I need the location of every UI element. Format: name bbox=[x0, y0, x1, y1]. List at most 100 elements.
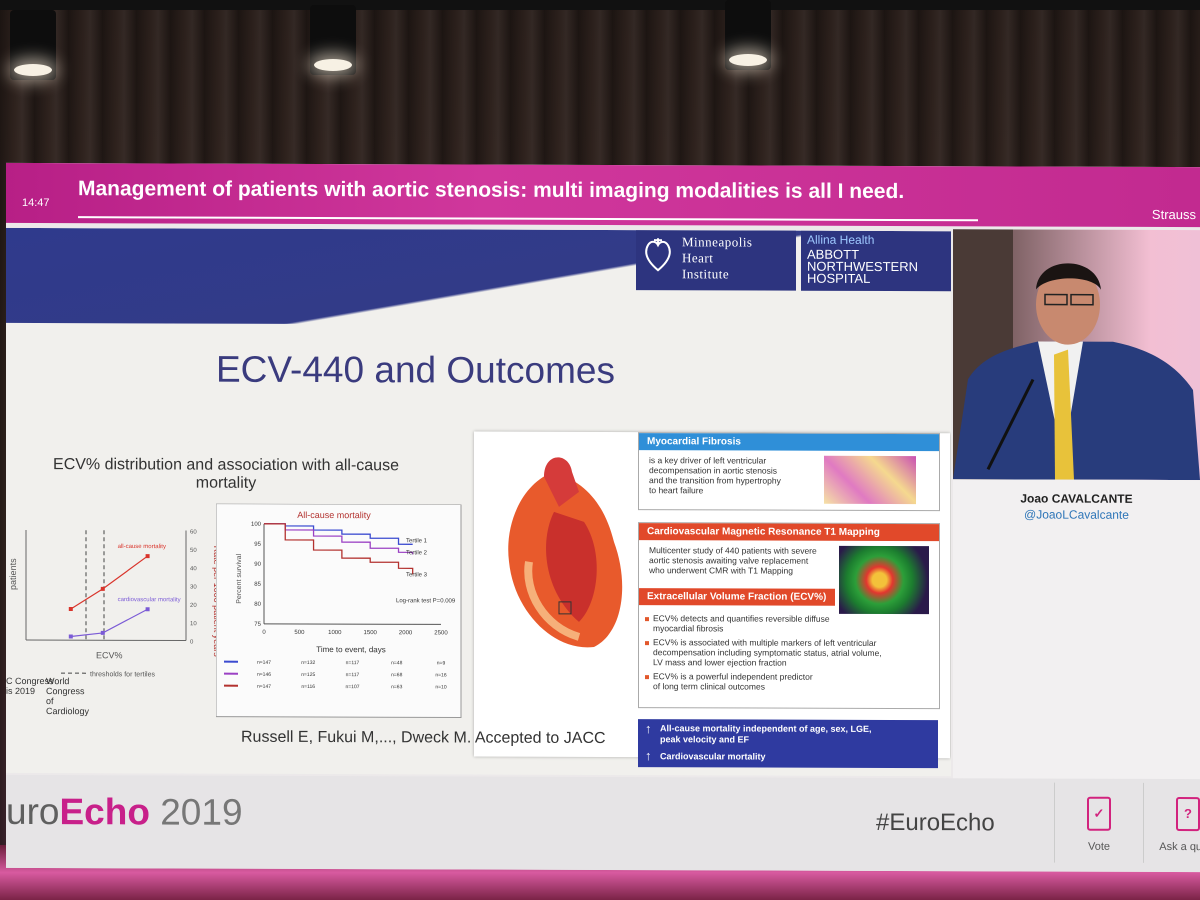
heart-illustration bbox=[508, 457, 623, 648]
tick-layer: 0 500 1000 1500 2000 2500 75 80 85 90 95 100 bbox=[251, 522, 448, 637]
stage-light bbox=[310, 5, 356, 75]
text-line: ECV% detects and quantifies reversible d… bbox=[653, 613, 830, 624]
risk-cell: n=117 bbox=[346, 672, 360, 678]
hashtag: #EuroEcho bbox=[876, 808, 995, 837]
risk-cell: n=147 bbox=[257, 660, 271, 666]
text-line: to heart failure bbox=[649, 485, 704, 496]
risk-cell: n=16 bbox=[435, 672, 446, 678]
x-axis bbox=[26, 639, 186, 642]
text-line: of long term clinical outcomes bbox=[653, 681, 765, 692]
y-tick-label: 90 bbox=[254, 562, 261, 568]
question-phone-icon: ? bbox=[1176, 797, 1200, 832]
brand-prefix: uro bbox=[6, 790, 60, 833]
series-label: Tertile 2 bbox=[406, 550, 428, 556]
data-point bbox=[100, 630, 105, 635]
projection-screen: 14:47 Management of patients with aortic… bbox=[6, 162, 1200, 873]
ask-question-button[interactable]: ? Ask a quest bbox=[1143, 782, 1200, 864]
risk-table: n=147 n=132 n=117 n=48 n=9 n=146 n=125 n=117 n=6… bbox=[224, 660, 447, 690]
abbott-text: ABBOTT NORTHWESTERN HOSPITAL bbox=[807, 247, 918, 286]
speaker-name: Joao CAVALCANTE bbox=[1020, 491, 1133, 506]
t1-map-image bbox=[839, 545, 929, 615]
text-line: Multicenter study of 440 patients with s… bbox=[649, 545, 817, 556]
speaker-figure bbox=[953, 229, 1200, 481]
risk-cell: n=10 bbox=[435, 684, 446, 690]
series-label: Tertile 1 bbox=[406, 538, 428, 544]
y-tick-label: 80 bbox=[254, 602, 261, 608]
x-tick-label: 1000 bbox=[328, 630, 342, 636]
outcome-line: peak velocity and EF bbox=[660, 734, 750, 745]
session-clock: 14:47 bbox=[22, 196, 50, 210]
caption-line: mortality bbox=[195, 474, 257, 492]
data-point bbox=[68, 634, 73, 639]
x-axis-label: ECV% bbox=[96, 650, 123, 660]
bullet-icon bbox=[645, 675, 649, 680]
tick-label: 40 bbox=[190, 566, 197, 572]
survival-curve bbox=[264, 523, 414, 575]
speaker-handle: @JoaoLCavalcante bbox=[1024, 507, 1129, 522]
allina-text: Allina Health bbox=[807, 232, 875, 247]
data-point bbox=[145, 607, 150, 612]
ecv-bullet: ECV% detects and quantifies reversible d… bbox=[653, 613, 830, 634]
mhi-line: Minneapolis bbox=[682, 234, 753, 250]
header-underline bbox=[78, 216, 978, 222]
series-label: cardiovascular mortality bbox=[118, 597, 181, 603]
tick-label: 0 bbox=[190, 640, 194, 646]
chart-caption: ECV% distribution and association with a… bbox=[36, 456, 416, 493]
tick-label: 20 bbox=[190, 603, 197, 609]
congress-right-line: of Cardiology bbox=[46, 696, 90, 717]
speaker-video bbox=[953, 229, 1200, 481]
vote-label: Vote bbox=[1087, 840, 1111, 853]
y-tick-label: 95 bbox=[254, 542, 261, 548]
x-tick-label: 2000 bbox=[399, 630, 413, 636]
km-survival-chart: All-cause mortality 0 500 1000 1500 2000 2500… bbox=[216, 503, 462, 719]
next-speaker-text: Strauss bbox=[1151, 206, 1196, 223]
congress-logo: C Congress is 2019 World Congress of Car… bbox=[6, 676, 89, 716]
tick-label: 10 bbox=[190, 621, 197, 627]
series-layer: all-cause mortality cardiovascular mortal… bbox=[68, 544, 181, 639]
text-line: ECV% is a powerful independent predictor bbox=[653, 671, 813, 682]
ecv-bullet: ECV% is associated with multiple markers… bbox=[653, 637, 882, 668]
chart-title: All-cause mortality bbox=[297, 510, 371, 520]
risk-cell: n=116 bbox=[301, 684, 315, 690]
euroecho-brand: uroEcho 2019 bbox=[6, 791, 243, 834]
lighting-truss bbox=[0, 0, 1200, 10]
mhi-line: Institute bbox=[682, 266, 730, 282]
x-tick-label: 1500 bbox=[364, 630, 378, 636]
stage-light bbox=[10, 10, 56, 80]
ecv-heading: Extracellular Volume Fraction (ECV%) bbox=[639, 588, 835, 606]
log-rank-annotation: Log-rank test P=0.009 bbox=[396, 598, 456, 604]
outcome-line: All-cause mortality independent of age, … bbox=[660, 723, 872, 734]
risk-cell: n=147 bbox=[257, 684, 271, 690]
chart-frame bbox=[216, 503, 462, 719]
risk-cell: n=117 bbox=[346, 660, 360, 666]
arrow-up-icon: ↑ bbox=[645, 748, 652, 764]
bullet-icon bbox=[645, 617, 649, 622]
risk-cell: n=107 bbox=[345, 684, 359, 690]
text-line: is a key driver of left ventricular bbox=[649, 455, 767, 466]
risk-cell: n=63 bbox=[391, 684, 402, 690]
infographic-panel: Myocardial Fibrosis is a key driver of l… bbox=[474, 431, 950, 769]
risk-cell: n=146 bbox=[257, 672, 271, 678]
right-tick-labels: 0 10 20 30 40 50 60 bbox=[190, 530, 197, 646]
stage-light bbox=[725, 0, 771, 70]
text-line: LV mass and lower ejection fraction bbox=[653, 657, 787, 668]
bullet-icon bbox=[645, 641, 649, 646]
histology-image bbox=[824, 455, 916, 505]
risk-cell: n=48 bbox=[391, 660, 402, 666]
data-point bbox=[100, 586, 105, 591]
mhi-text: Minneapolis Heart Institute bbox=[682, 234, 753, 282]
mhi-line: Heart bbox=[682, 250, 714, 266]
ask-label: Ask a quest bbox=[1159, 840, 1200, 854]
brand-echo: Echo bbox=[59, 791, 150, 833]
fibrosis-box: Myocardial Fibrosis is a key driver of l… bbox=[638, 432, 940, 512]
series-line bbox=[70, 608, 148, 638]
mhi-logo: Minneapolis Heart Institute bbox=[636, 230, 796, 291]
heart-icon bbox=[645, 238, 671, 272]
text-line: who underwent CMR with T1 Mapping bbox=[649, 565, 793, 576]
outcome-box: All-cause mortality independent of age, … bbox=[638, 719, 938, 769]
vote-button[interactable]: ✓ Vote bbox=[1054, 782, 1143, 863]
slide-title: ECV-440 and Outcomes bbox=[216, 348, 615, 392]
y-tick-label: 75 bbox=[254, 622, 261, 628]
tick-label: 30 bbox=[190, 585, 197, 591]
cmr-box: Cardiovascular Magnetic Resonance T1 Map… bbox=[638, 522, 940, 710]
